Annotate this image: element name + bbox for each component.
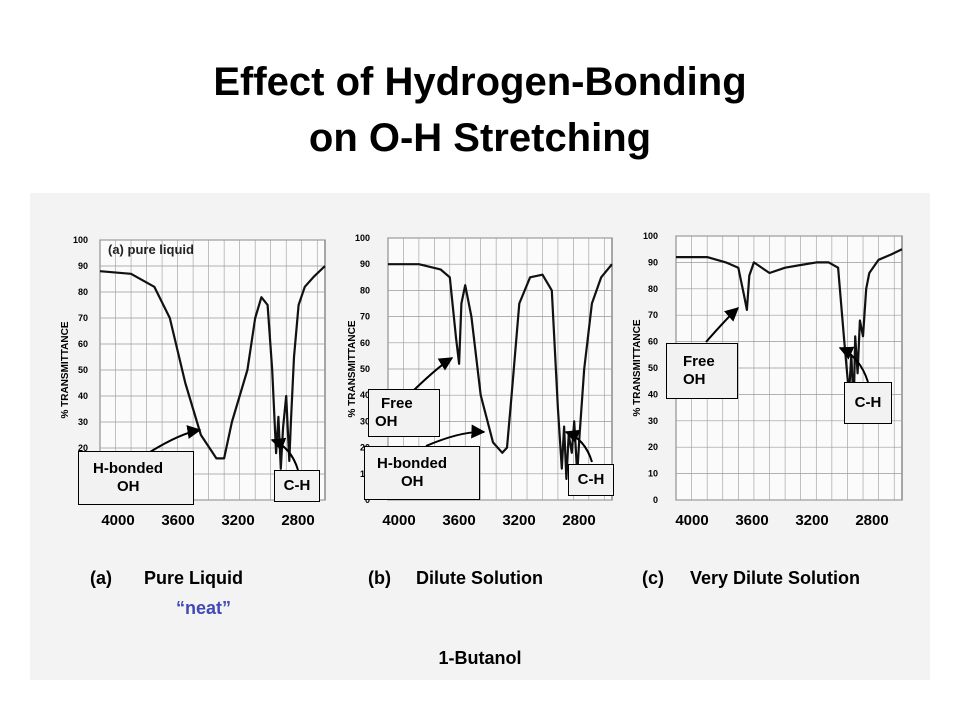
x-ticks-c: 4000 3600 3200 2800 bbox=[662, 512, 902, 529]
callout-free-oh-b: Free OH bbox=[368, 389, 440, 437]
x-tick-label: 4000 bbox=[382, 512, 416, 529]
y-tick-label: 30 bbox=[360, 416, 370, 426]
compound-name: 1-Butanol bbox=[438, 648, 522, 668]
y-tick-label: 80 bbox=[78, 287, 88, 297]
spectrum-line bbox=[99, 265, 326, 470]
y-tick-label: 50 bbox=[360, 364, 370, 374]
callout-line: H-bonded bbox=[93, 460, 163, 477]
y-tick-label: 0 bbox=[653, 495, 658, 505]
y-tick-label: 40 bbox=[648, 389, 658, 399]
x-tick-label: 4000 bbox=[101, 512, 135, 529]
callout-arrow bbox=[149, 425, 202, 453]
y-tick-label: 80 bbox=[360, 285, 370, 295]
y-tick-label: 20 bbox=[78, 443, 88, 453]
callout-c-h-b: C-H bbox=[568, 464, 614, 496]
y-tick-label: 90 bbox=[360, 259, 370, 269]
callout-line: Free bbox=[683, 353, 715, 370]
y-tick-label: 60 bbox=[648, 337, 658, 347]
slide-title-line-2: on O-H Stretching bbox=[308, 116, 652, 160]
x-tick-label: 2800 bbox=[281, 512, 315, 529]
inset-label: (a) pure liquid bbox=[108, 242, 194, 257]
callout-line: Free bbox=[381, 395, 413, 412]
caption-c: Very Dilute Solution bbox=[690, 568, 861, 588]
y-tick-label: 30 bbox=[78, 417, 88, 427]
y-axis-label: % TRANSMITTANCE bbox=[60, 321, 71, 418]
caption-label-c: (c) bbox=[642, 568, 664, 588]
x-tick-label: 2800 bbox=[562, 512, 596, 529]
y-tick-label: 50 bbox=[648, 363, 658, 373]
y-tick-label: 50 bbox=[78, 365, 88, 375]
spectrum-line bbox=[676, 248, 903, 409]
callout-h-bonded-oh-a: H-bonded OH bbox=[78, 451, 194, 505]
callout-arrow bbox=[838, 346, 869, 383]
x-tick-label: 3600 bbox=[735, 512, 769, 529]
y-tick-label: 80 bbox=[648, 284, 658, 294]
x-tick-label: 4000 bbox=[675, 512, 709, 529]
callout-line: OH bbox=[683, 371, 706, 388]
callout-line: C-H bbox=[283, 477, 311, 494]
x-ticks-b: 4000 3600 3200 2800 bbox=[369, 512, 609, 529]
slide-title-line-1: Effect of Hydrogen-Bonding bbox=[213, 60, 747, 104]
callout-free-oh-c: Free OH bbox=[666, 343, 738, 399]
y-tick-label: 100 bbox=[355, 233, 370, 243]
callout-arrow bbox=[564, 429, 593, 463]
y-tick-label: 90 bbox=[648, 257, 658, 267]
callout-line: OH bbox=[117, 478, 140, 495]
y-tick-label: 60 bbox=[360, 338, 370, 348]
callout-arrow bbox=[705, 307, 740, 343]
y-tick-label: 40 bbox=[360, 390, 370, 400]
y-tick-label: 60 bbox=[78, 339, 88, 349]
y-axis-label: % TRANSMITTANCE bbox=[347, 320, 358, 417]
caption-label-a: (a) bbox=[90, 568, 112, 588]
y-tick-label: 30 bbox=[648, 416, 658, 426]
y-tick-label: 70 bbox=[360, 312, 370, 322]
callout-line: H-bonded bbox=[377, 455, 447, 472]
callout-c-h-a: C-H bbox=[274, 470, 320, 502]
y-tick-label: 90 bbox=[78, 261, 88, 271]
callout-h-bonded-oh-b: H-bonded OH bbox=[364, 446, 480, 500]
y-tick-label: 100 bbox=[73, 235, 88, 245]
callout-c-h-c: C-H bbox=[844, 382, 892, 424]
y-tick-label: 100 bbox=[643, 231, 658, 241]
caption-label-b: (b) bbox=[368, 568, 391, 588]
caption-a: Pure Liquid bbox=[144, 568, 243, 588]
y-tick-label: 20 bbox=[648, 442, 658, 452]
x-tick-label: 3600 bbox=[161, 512, 195, 529]
y-tick-label: 70 bbox=[78, 313, 88, 323]
callout-line: C-H bbox=[577, 471, 605, 488]
y-tick-label: 0 bbox=[365, 495, 370, 505]
callout-line: OH bbox=[401, 473, 424, 490]
y-tick-label: 70 bbox=[648, 310, 658, 320]
callout-arrow bbox=[270, 437, 299, 471]
x-tick-label: 3200 bbox=[221, 512, 255, 529]
x-tick-label: 3200 bbox=[502, 512, 536, 529]
x-tick-label: 3600 bbox=[442, 512, 476, 529]
x-tick-label: 3200 bbox=[795, 512, 829, 529]
callout-line: OH bbox=[375, 413, 398, 430]
y-tick-label: 40 bbox=[78, 391, 88, 401]
callout-arrow bbox=[425, 424, 486, 447]
y-axis-label: % TRANSMITTANCE bbox=[632, 319, 643, 416]
callout-line: C-H bbox=[854, 394, 882, 411]
y-tick-label: 10 bbox=[648, 469, 658, 479]
caption-b: Dilute Solution bbox=[416, 568, 543, 588]
callout-arrow bbox=[413, 357, 454, 391]
neat-label: “neat” bbox=[176, 598, 232, 618]
x-ticks-a: 4000 3600 3200 2800 bbox=[88, 512, 328, 529]
x-tick-label: 2800 bbox=[855, 512, 889, 529]
